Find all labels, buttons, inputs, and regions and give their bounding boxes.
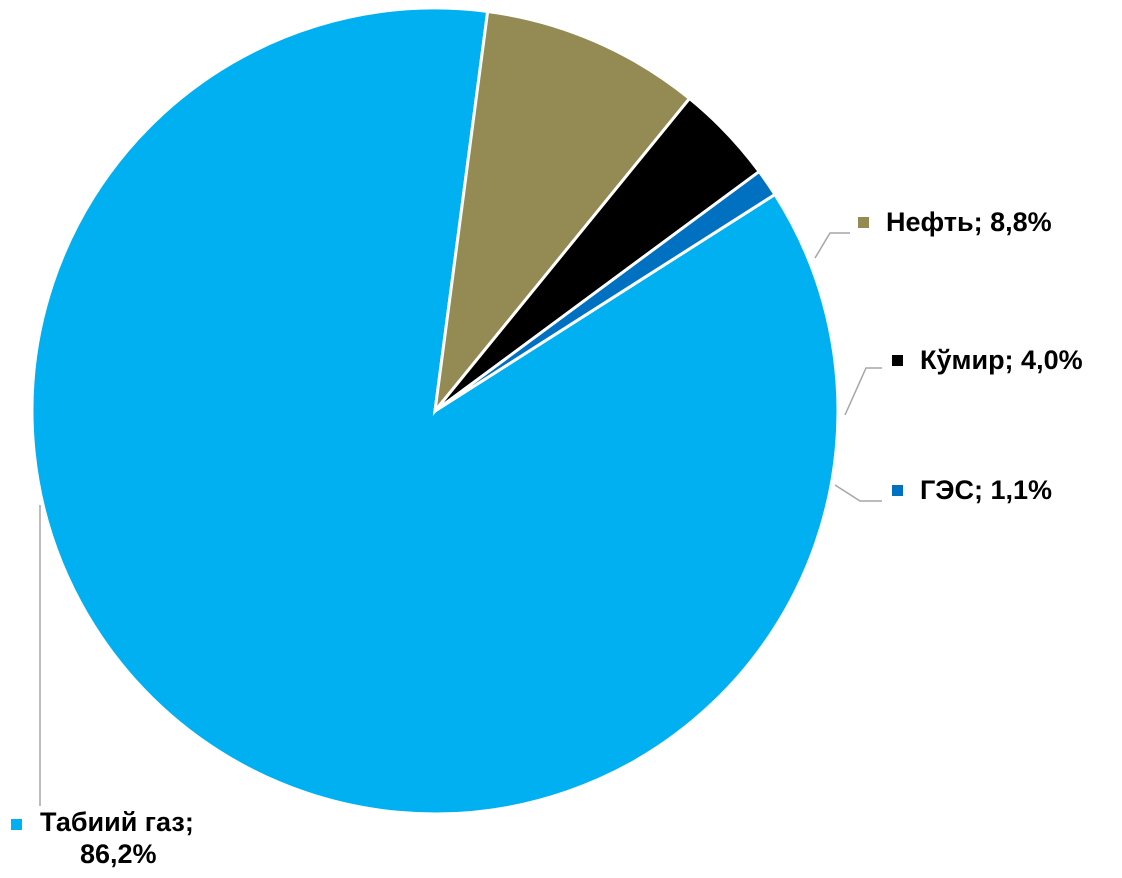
data-label-2: Нефть; 8,8% (886, 207, 1052, 237)
leader-lines (39, 232, 882, 806)
data-label-1: Табиий газ; (40, 807, 194, 837)
pie-slices (30, 6, 840, 816)
label-key-3 (892, 355, 903, 366)
data-labels: Табиий газ;86,2% Нефть; 8,8% Кўмир; 4,0% ГЭ… (11, 207, 1083, 869)
label-key-2 (858, 217, 869, 228)
label-key-4 (892, 485, 903, 496)
data-label-3: Кўмир; 4,0% (920, 345, 1083, 375)
leader-line-2 (814, 232, 850, 259)
data-label-4: ГЭС; 1,1% (920, 475, 1052, 505)
pie-slice-4 (434, 169, 777, 413)
pie-slice-2 (432, 9, 692, 417)
data-label-1-value: 86,2% (80, 839, 157, 869)
label-key-1 (11, 819, 22, 830)
leader-line-4 (834, 484, 882, 502)
leader-line-3 (844, 367, 882, 416)
